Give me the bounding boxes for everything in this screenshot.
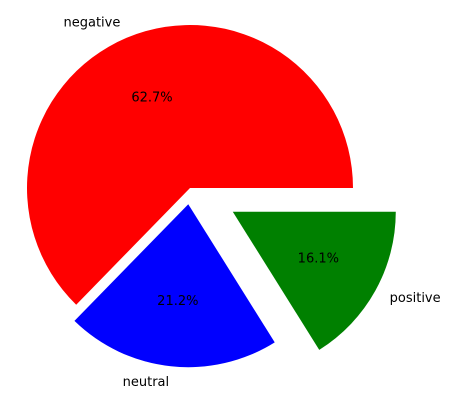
slice-label-positive: positive [390, 291, 441, 306]
pie-labels: negative 62.7% neutral 21.2% positive 16.1% [63, 15, 440, 390]
slice-label-negative: negative [63, 15, 120, 30]
pie-slices [27, 24, 396, 368]
pie-slice-positive [232, 211, 396, 350]
pct-label-neutral: 21.2% [157, 294, 198, 309]
pct-label-positive: 16.1% [298, 252, 339, 267]
slice-label-neutral: neutral [123, 375, 170, 390]
pct-label-negative: 62.7% [131, 90, 172, 105]
pie-slice-neutral [74, 204, 275, 368]
pie-slice-negative [27, 24, 353, 305]
